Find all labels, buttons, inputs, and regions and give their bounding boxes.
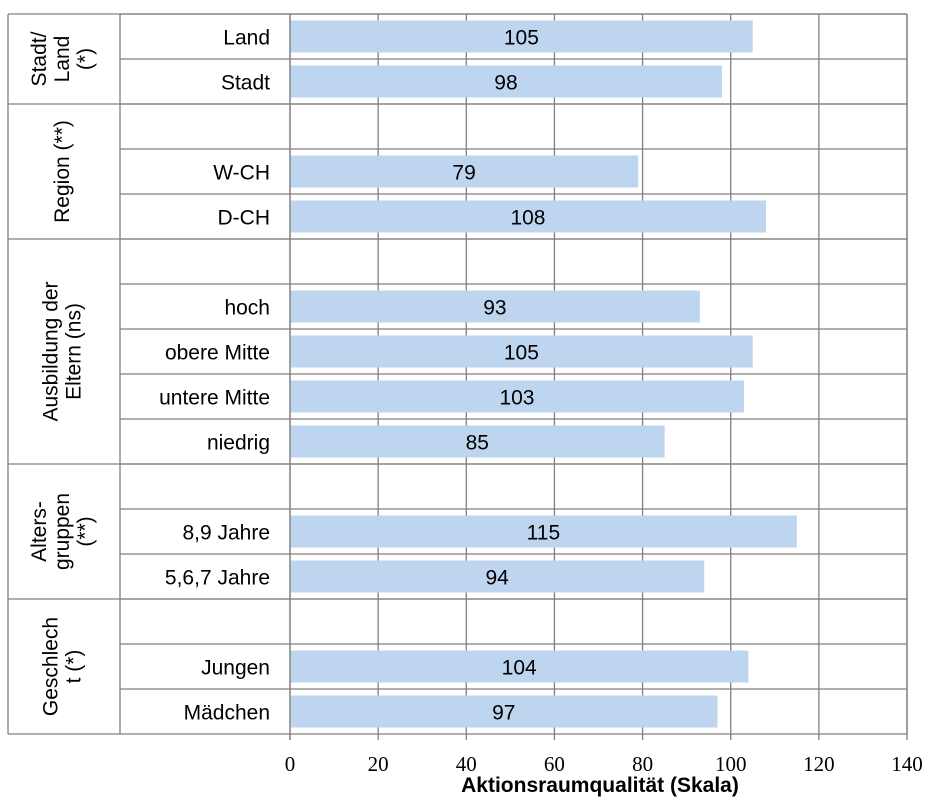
bar-value-label: 79 <box>452 162 475 185</box>
category-label: hoch <box>224 297 270 320</box>
x-axis-title: Aktionsraumqualität (Skala) <box>461 774 739 797</box>
group-label-line: Eltern (ns) <box>63 303 86 400</box>
group-label: Geschlecht (*) <box>40 617 86 716</box>
bar <box>290 695 718 728</box>
bar-value-label: 108 <box>510 207 545 230</box>
category-label: D-CH <box>218 207 271 230</box>
group-label: Stadt/Land(*) <box>28 31 97 86</box>
gridlines <box>120 13 908 734</box>
group-label-line: Geschlech <box>40 617 63 716</box>
category-label: Land <box>223 27 270 50</box>
x-tick-label: 140 <box>891 752 923 776</box>
group-label: Alters-gruppen(**) <box>28 493 97 570</box>
x-tick-label: 0 <box>285 752 296 776</box>
category-labels: Land Stadt W-CH D-CH hoch obere Mitte untere M… <box>159 27 270 725</box>
category-label: Stadt <box>221 72 270 95</box>
group-label-line: Ausbildung der <box>40 281 63 421</box>
bar-value-label: 103 <box>499 387 534 410</box>
category-label: 8,9 Jahre <box>182 522 270 545</box>
category-label: 5,6,7 Jahre <box>165 567 270 590</box>
category-label: Mädchen <box>184 702 270 725</box>
x-tick-label: 100 <box>715 752 747 776</box>
bar <box>290 650 749 683</box>
group-label-line: Alters- <box>28 501 51 562</box>
group-labels: Stadt/Land(*) Region (**) Ausbildung derEl… <box>28 31 97 716</box>
category-label: obere Mitte <box>165 342 270 365</box>
bar <box>290 335 753 368</box>
group-label: Ausbildung derEltern (ns) <box>40 281 86 421</box>
bar-value-label: 115 <box>527 522 560 545</box>
bar-value-label: 98 <box>494 72 517 95</box>
category-label: untere Mitte <box>159 387 270 410</box>
x-tick-label: 20 <box>368 752 389 776</box>
bar <box>290 290 700 323</box>
plot-frame <box>7 13 908 740</box>
bar <box>290 560 705 593</box>
bar-value-label: 104 <box>502 657 537 680</box>
bar-value-label: 105 <box>504 27 539 50</box>
bar-value-label: 94 <box>485 567 509 590</box>
bar <box>290 380 744 413</box>
x-tick-label: 120 <box>803 752 835 776</box>
bar <box>290 200 766 233</box>
bars: 105 98 79 108 93 105 103 85 115 94 104 97 <box>290 20 797 728</box>
group-label-line: t (*) <box>63 650 86 684</box>
bar-value-label: 97 <box>492 702 515 725</box>
bar <box>290 425 665 458</box>
group-label-line: (*) <box>74 48 97 70</box>
group-label-line: Land <box>51 36 74 83</box>
group-label-line: Region (**) <box>51 120 74 223</box>
bar <box>290 155 639 188</box>
category-label: niedrig <box>207 432 270 455</box>
x-axis-ticks: 0 20 40 60 80 100 120 140 <box>285 734 923 776</box>
group-label-line: Stadt/ <box>28 31 51 86</box>
bar <box>290 65 722 98</box>
category-label: Jungen <box>201 657 270 680</box>
bar <box>290 20 753 53</box>
x-tick-label: 80 <box>632 752 653 776</box>
bar-value-label: 85 <box>466 432 489 455</box>
category-label: W-CH <box>213 162 270 185</box>
x-tick-label: 60 <box>544 752 565 776</box>
group-label-line: (**) <box>74 516 97 546</box>
x-tick-label: 40 <box>456 752 477 776</box>
bar <box>290 515 797 548</box>
group-label: Region (**) <box>51 120 74 223</box>
bar-value-label: 93 <box>483 297 506 320</box>
group-label-line: gruppen <box>51 493 74 570</box>
bar-value-label: 105 <box>504 342 539 365</box>
